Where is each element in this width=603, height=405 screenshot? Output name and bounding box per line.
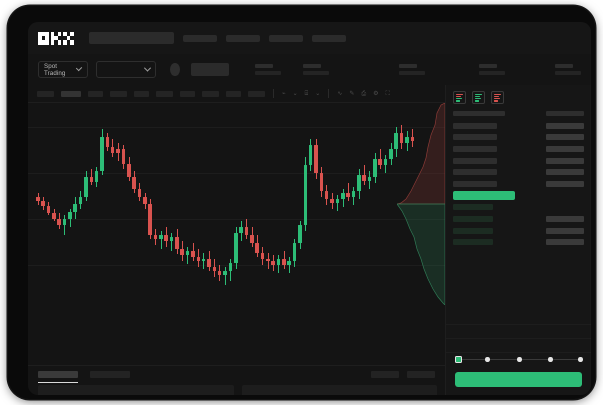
bottom-tab-order-history[interactable] [90,371,130,378]
tool-interval-4h[interactable] [134,90,149,97]
bottom-card-2[interactable] [241,385,437,395]
order-book-bid-row[interactable] [446,213,591,225]
order-book-bid-row[interactable] [446,236,591,248]
order-book-display-modes [446,85,591,109]
order-amount-field[interactable] [446,325,591,339]
tool-interval-more[interactable] [226,90,241,97]
trading-mode-selector[interactable]: Spot Trading [38,61,88,78]
bottom-action-2[interactable] [407,371,435,378]
order-total-field[interactable] [446,339,591,353]
order-submit-button[interactable] [455,372,582,387]
chevron-down-icon[interactable]: ⌄ [292,90,298,97]
tool-interval-1w[interactable] [180,90,195,97]
order-book-ask-row[interactable] [446,178,591,190]
chevron-down-icon [76,64,83,72]
coin-avatar [170,63,180,76]
nav-item-trade[interactable] [226,34,260,42]
bottom-tab-open-orders[interactable] [38,371,78,384]
stat-24h-turnover [555,64,581,75]
nav-item-derivatives[interactable] [269,34,303,42]
stat-24h-volume [479,64,505,75]
chart-gridline [28,265,445,266]
trading-mode-label: Spot Trading [44,62,66,77]
order-book-spread-row[interactable] [446,190,591,202]
tool-interval-1d[interactable] [156,90,173,97]
okx-logo-icon[interactable] [38,31,74,45]
timeframe-icon[interactable]: ⌸ [304,90,309,97]
last-price-display [190,63,229,76]
toolbar-divider [273,89,274,98]
line-chart-icon[interactable]: ∿ [337,90,343,97]
tool-interval-1m[interactable] [37,90,54,97]
nav-item-markets[interactable] [183,34,217,42]
chart-gridline [28,219,445,220]
pair-selector[interactable] [95,61,157,78]
chart-gridline [28,173,445,174]
order-percent-slider[interactable] [455,355,583,364]
order-book-bid-row[interactable] [446,202,591,214]
tool-interval-5m[interactable] [61,90,81,97]
slider-handle[interactable] [455,355,462,363]
search-input[interactable] [89,32,174,44]
tool-interval-1h[interactable] [110,90,127,97]
price-chart[interactable] [28,103,445,365]
slider-stop-100[interactable] [578,357,583,362]
slider-stop-50[interactable] [517,357,522,362]
tool-interval-1M[interactable] [202,90,219,97]
chevron-down-icon [144,64,152,72]
order-book-bid-row[interactable] [446,225,591,237]
tool-interval-15m[interactable] [88,90,103,97]
pencil-icon[interactable]: ✎ [349,90,355,97]
order-book-asks[interactable] [446,120,591,190]
book-bids-icon[interactable] [472,91,485,104]
book-both-icon[interactable] [453,91,466,104]
order-book-bids[interactable] [446,202,591,248]
stat-change [255,64,281,75]
volume-series [36,315,414,347]
app-screen: Spot Trading [28,22,591,395]
order-book-ask-row[interactable] [446,120,591,132]
orders-panel-tabs [28,366,445,384]
bottom-action-1[interactable] [371,371,399,378]
slider-stop-75[interactable] [548,357,553,362]
order-book-ask-row[interactable] [446,143,591,155]
book-asks-icon[interactable] [491,91,504,104]
order-book-ask-row[interactable] [446,166,591,178]
order-entry-form [445,311,591,395]
fullscreen-icon[interactable]: ⛶ [385,90,390,97]
depth-chart-overlay [397,103,445,305]
orders-panel [28,365,445,395]
indicators-icon[interactable]: ⌁ [282,90,286,97]
camera-icon[interactable]: ⎙ [361,90,367,97]
nav-item-earn[interactable] [312,34,346,42]
pair-header-bar: Spot Trading [28,54,591,85]
tool-chart-type[interactable] [248,90,265,97]
order-book-column-headers [446,109,591,120]
toolbar-divider [328,89,330,98]
chevron-down-icon[interactable]: ⌄ [315,90,321,97]
device-bezel: Spot Trading [8,6,595,399]
orders-panel-cards [38,385,437,395]
stat-24h-high [303,64,329,75]
candlestick-series [36,109,415,299]
order-book-ask-row[interactable] [446,132,591,144]
bottom-card-1[interactable] [38,385,234,395]
orders-panel-actions [371,371,435,378]
chart-gridline [28,127,445,128]
order-book-ask-row[interactable] [446,155,591,167]
settings-icon[interactable]: ⚙ [373,90,379,97]
order-price-field[interactable] [446,311,591,325]
slider-stop-25[interactable] [485,357,490,362]
top-navigation-bar [28,22,591,54]
stat-24h-low [399,64,425,75]
